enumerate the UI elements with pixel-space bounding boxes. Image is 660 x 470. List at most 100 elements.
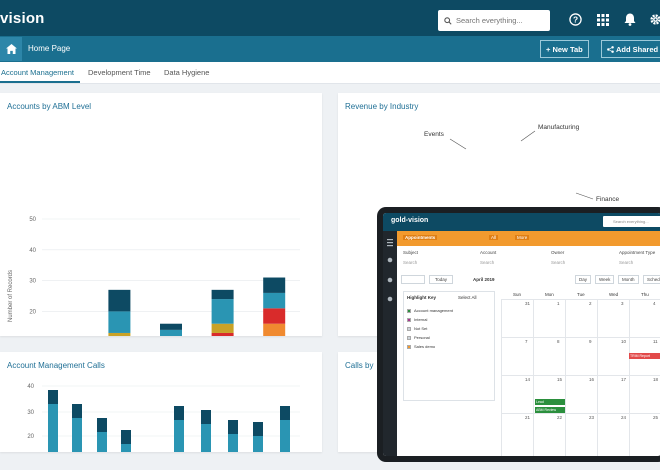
tablet-logo: gold-vision (391, 217, 429, 224)
legend-item-label: Sales demo (414, 344, 436, 349)
bar-segment (263, 292, 286, 309)
weekday-header: Wed (609, 292, 619, 297)
highlight-legend-item[interactable]: Internal (407, 317, 427, 322)
bell-icon[interactable] (623, 13, 636, 26)
view-week-button[interactable]: Week (595, 275, 615, 284)
calendar-day-cell[interactable]: 4 (653, 301, 656, 306)
view-schedule-button[interactable]: Schedule (643, 275, 660, 284)
filter-account-input[interactable]: Search (480, 260, 495, 265)
tab-data-hygiene[interactable]: Data Hygiene (164, 68, 210, 77)
calendar-day-cell[interactable]: 23 (589, 415, 595, 420)
calls-bar-top (201, 410, 211, 424)
calls-bar-top (48, 390, 58, 404)
gear-icon[interactable] (649, 13, 660, 26)
calendar-day-cell[interactable]: 3 (621, 301, 624, 306)
calendar-day-cell[interactable]: 11 (653, 339, 658, 344)
highlight-legend-item[interactable]: Account management (407, 308, 453, 313)
highlight-key-label: Highlight Key (407, 295, 436, 300)
calendar-day-cell[interactable]: 18 (653, 377, 659, 382)
account-management-calls-card: Account Management Calls 40 30 20 (0, 352, 322, 452)
calendar-day-cell[interactable]: 10 (621, 339, 627, 344)
filter-owner-input[interactable]: Search (551, 260, 566, 265)
calendar-day-cell[interactable]: 17 (621, 377, 627, 382)
legend-swatch (407, 308, 411, 313)
bar-segment (211, 332, 234, 336)
calls-bar (48, 390, 58, 452)
help-icon[interactable]: ? (569, 13, 582, 26)
tablet-filter-more[interactable]: More (515, 235, 530, 240)
calendar-event[interactable]: Lead (535, 399, 565, 405)
calendar-day-cell[interactable]: 24 (621, 415, 627, 420)
highlight-legend-item[interactable]: Personal (407, 335, 430, 340)
tab-account-management[interactable]: Account Management (1, 68, 74, 77)
dashboard-tabs: Account Management Development Time Data… (0, 62, 660, 84)
y-tick-label: 40 (29, 248, 36, 254)
calendar-gridline (597, 299, 598, 456)
weekday-header: Mon (545, 292, 554, 297)
calendar-day-cell[interactable]: 8 (557, 339, 560, 344)
home-icon (5, 44, 17, 54)
legend-swatch (407, 344, 411, 349)
search-input[interactable] (456, 16, 544, 25)
calendar-day-cell[interactable]: 25 (653, 415, 659, 420)
highlight-legend-item[interactable]: Sales demo (407, 344, 435, 349)
filter-account-label: Account (480, 250, 497, 255)
filter-subject-input[interactable]: Search (403, 260, 418, 265)
tablet-search[interactable]: Search everything... (603, 216, 660, 227)
view-day-button[interactable]: Day (575, 275, 592, 284)
revenue-chart-title: Revenue by Industry (345, 102, 419, 111)
calls-bar-top (253, 422, 263, 436)
calendar-day-cell[interactable]: 15 (557, 377, 563, 382)
app-logo[interactable]: vision (0, 10, 45, 27)
calls-by-title: Calls by (345, 361, 374, 370)
add-shared-label: Add Shared (616, 44, 659, 54)
calendar-day-cell[interactable]: 7 (525, 339, 528, 344)
calls-chart-title: Account Management Calls (7, 361, 105, 370)
new-tab-button[interactable]: + New Tab (540, 40, 589, 58)
calls-bar (253, 422, 263, 452)
calendar-day-cell[interactable]: 16 (589, 377, 595, 382)
add-shared-button[interactable]: Add Shared (601, 40, 660, 58)
tab-development-time[interactable]: Development Time (88, 68, 151, 77)
select-all-label[interactable]: Select All (458, 295, 477, 300)
svg-text:?: ? (573, 15, 578, 25)
calendar-event[interactable]: ABM Review (535, 407, 565, 413)
filter-owner-label: Owner (551, 250, 565, 255)
bar-segment (108, 311, 131, 333)
legend-item-label: Internal (414, 317, 428, 322)
bar-segment (211, 289, 234, 300)
calendar-day-cell[interactable]: 14 (525, 377, 531, 382)
bar-segment (263, 277, 286, 293)
bar-segment (263, 323, 286, 336)
y-tick-label: 20 (29, 309, 36, 315)
apps-grid-icon[interactable] (596, 13, 609, 26)
y-tick-label: 20 (27, 434, 34, 440)
calendar-day-cell[interactable]: 1 (557, 301, 560, 306)
calendar-day-cell[interactable]: 21 (525, 415, 531, 420)
today-button[interactable]: Today (429, 275, 454, 284)
tablet-filter-all[interactable]: All (489, 235, 499, 240)
legend-item-label: Account management (414, 308, 453, 313)
global-search[interactable] (438, 10, 550, 31)
filter-type-input[interactable]: Search (619, 260, 634, 265)
bar-segment (160, 329, 182, 336)
calendar-day-cell[interactable]: 31 (525, 301, 531, 306)
prev-next-buttons[interactable] (401, 275, 425, 284)
home-button[interactable] (0, 37, 22, 61)
calendar-gridline (501, 299, 502, 456)
highlight-legend-item[interactable]: Not Set (407, 326, 427, 331)
legend-swatch (407, 326, 411, 331)
legend-swatch (407, 317, 411, 322)
calls-bar (201, 410, 211, 452)
pie-label: Finance (596, 196, 620, 203)
calendar-day-cell[interactable]: 22 (557, 415, 563, 420)
calendar-event[interactable]: TRIM Report (629, 353, 660, 359)
view-month-button[interactable]: Month (618, 275, 639, 284)
calendar-gridline (501, 375, 660, 376)
calls-bar-top (280, 406, 290, 420)
weekday-header: Thu (641, 292, 649, 297)
calls-bar-top (228, 420, 238, 434)
calendar-day-cell[interactable]: 2 (589, 301, 592, 306)
calendar-day-cell[interactable]: 9 (589, 339, 592, 344)
calls-bar (97, 418, 107, 452)
